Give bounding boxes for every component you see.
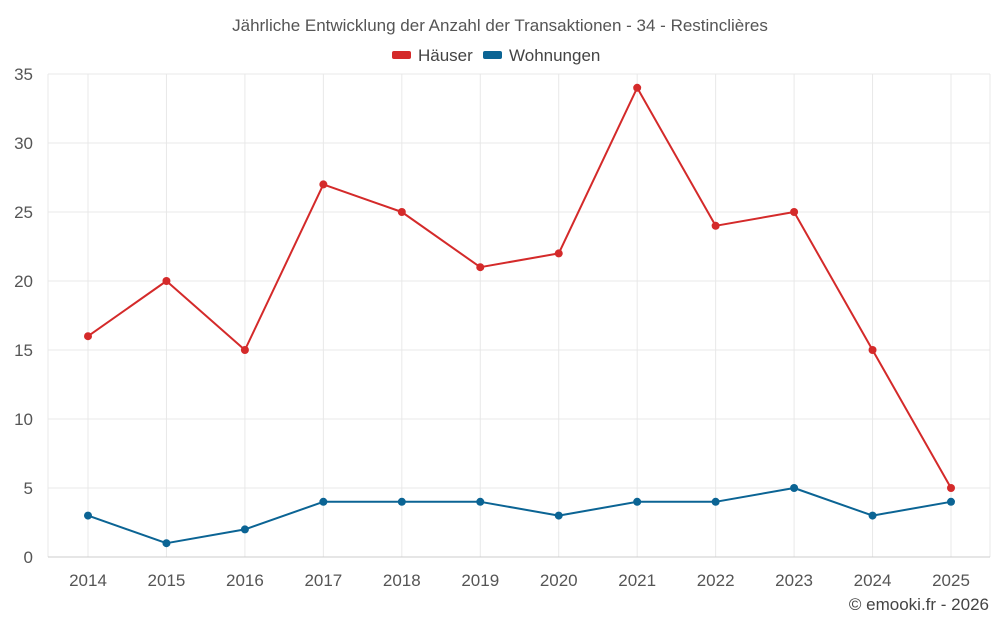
- data-point-haeuser: [476, 263, 485, 272]
- legend: Häuser Wohnungen: [392, 46, 600, 65]
- x-tick-label: 2019: [461, 571, 499, 590]
- x-axis: 2014 2015 2016 2017 2018 2019 2020 2021 2022 2023…: [48, 556, 990, 590]
- series-layer: [84, 83, 955, 548]
- x-tick-label: 2021: [618, 571, 656, 590]
- data-point-haeuser: [554, 249, 563, 258]
- y-tick-label: 35: [14, 65, 33, 84]
- data-point-wohnungen: [319, 497, 328, 506]
- data-point-wohnungen: [947, 497, 955, 506]
- y-tick-label: 20: [14, 272, 33, 291]
- y-tick-label: 10: [14, 410, 33, 429]
- data-point-haeuser: [790, 208, 799, 216]
- data-point-haeuser: [162, 277, 171, 285]
- x-tick-label: 2015: [148, 571, 186, 590]
- data-point-wohnungen: [397, 497, 406, 506]
- data-point-wohnungen: [240, 525, 249, 534]
- y-tick-label: 5: [24, 479, 33, 498]
- legend-item-haeuser: Häuser: [392, 46, 473, 65]
- data-point-wohnungen: [554, 511, 563, 520]
- grid: [47, 73, 991, 558]
- y-axis: 0 5 10 15 20 25 30 35: [14, 65, 33, 567]
- y-tick-label: 15: [14, 341, 33, 360]
- legend-item-wohnungen: Wohnungen: [483, 46, 600, 65]
- x-tick-label: 2022: [697, 571, 735, 590]
- x-tick-label: 2020: [540, 571, 578, 590]
- legend-label-wohnungen: Wohnungen: [509, 46, 600, 65]
- data-point-haeuser: [868, 346, 877, 354]
- y-tick-label: 30: [14, 134, 33, 153]
- legend-label-haeuser: Häuser: [418, 46, 473, 65]
- y-tick-label: 25: [14, 203, 33, 222]
- series-haeuser: [84, 83, 955, 492]
- series-line-haeuser: [87, 86, 952, 489]
- data-point-wohnungen: [868, 511, 877, 520]
- data-point-haeuser: [84, 332, 92, 341]
- x-tick-label: 2018: [383, 571, 421, 590]
- x-tick-label: 2023: [775, 571, 813, 590]
- data-point-haeuser: [947, 484, 955, 492]
- data-point-wohnungen: [84, 511, 92, 520]
- data-point-wohnungen: [711, 497, 720, 506]
- data-point-wohnungen: [476, 497, 485, 506]
- x-tick-label: 2017: [304, 571, 342, 590]
- x-tick-label: 2016: [226, 571, 264, 590]
- y-tick-label: 0: [24, 548, 33, 567]
- credit-text: © emooki.fr - 2026: [849, 595, 989, 614]
- x-tick-label: 2025: [932, 571, 970, 590]
- data-point-haeuser: [633, 83, 642, 92]
- data-point-wohnungen: [790, 484, 799, 492]
- legend-swatch-haeuser: [392, 51, 411, 59]
- x-tick-label: 2024: [854, 571, 892, 590]
- data-point-wohnungen: [162, 539, 171, 548]
- data-point-haeuser: [240, 346, 249, 354]
- legend-swatch-wohnungen: [483, 51, 502, 59]
- series-wohnungen: [84, 484, 955, 548]
- data-point-haeuser: [397, 208, 406, 216]
- data-point-wohnungen: [633, 497, 642, 506]
- x-tick-label: 2014: [69, 571, 107, 590]
- chart-title: Jährliche Entwicklung der Anzahl der Tra…: [232, 16, 768, 35]
- data-point-haeuser: [319, 180, 328, 189]
- series-line-wohnungen: [87, 487, 952, 545]
- data-point-haeuser: [711, 221, 720, 230]
